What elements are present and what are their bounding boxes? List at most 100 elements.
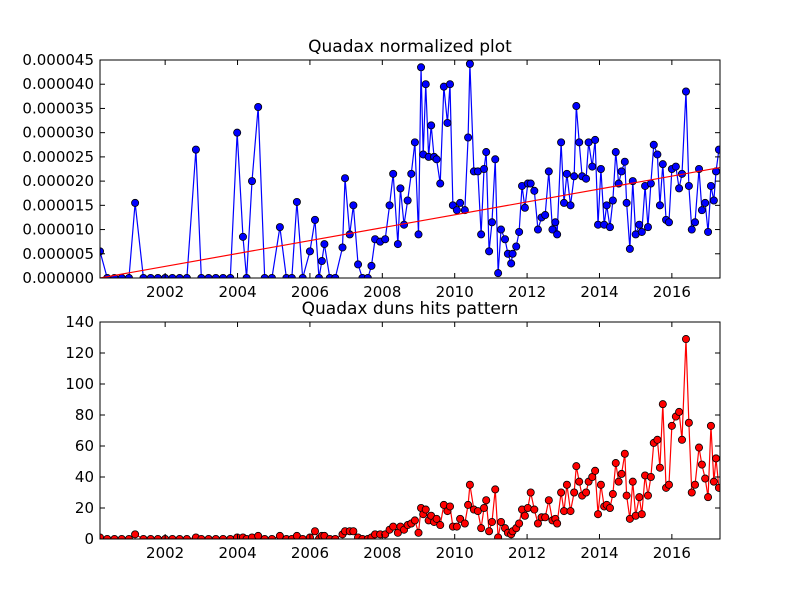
data-point: [520, 511, 529, 520]
data-point: [541, 513, 550, 522]
data-point: [625, 244, 634, 253]
data-point: [533, 519, 542, 528]
data-point: [238, 232, 247, 241]
data-point: [622, 491, 631, 500]
data-point: [248, 177, 257, 186]
data-point: [596, 480, 605, 489]
data-point: [562, 480, 571, 489]
y-tick-label: 0.000030: [22, 124, 94, 142]
data-point: [649, 140, 658, 149]
data-point: [477, 230, 486, 239]
data-point: [704, 493, 713, 502]
data-point: [460, 206, 469, 215]
data-point: [704, 227, 713, 236]
x-tick-label: 2010: [436, 544, 474, 562]
data-point: [664, 480, 673, 489]
data-point: [637, 227, 646, 236]
data-point: [608, 490, 617, 499]
data-point: [530, 505, 539, 514]
data-point: [646, 472, 655, 481]
data-point: [655, 201, 664, 210]
data-point: [254, 102, 263, 111]
data-point: [338, 243, 347, 252]
data-point: [267, 535, 276, 539]
data-point: [427, 121, 436, 130]
data-point: [233, 128, 242, 137]
data-point: [655, 463, 664, 472]
y-tick-label: 0.000000: [22, 269, 94, 287]
data-point: [617, 167, 626, 176]
data-point: [445, 502, 454, 511]
y-tick-label: 0.000020: [22, 172, 94, 190]
data-point: [635, 493, 644, 502]
data-point: [541, 211, 550, 220]
data-point: [131, 530, 140, 539]
data-point: [480, 503, 489, 512]
y-tick-label: 80: [75, 406, 94, 424]
data-point: [570, 172, 579, 181]
data-point: [491, 155, 500, 164]
data-point: [182, 535, 191, 539]
data-point: [497, 225, 506, 234]
data-point: [452, 522, 461, 531]
data-point: [482, 496, 491, 505]
data-point: [320, 240, 329, 249]
x-tick-label: 2004: [218, 283, 256, 301]
data-point: [117, 535, 126, 539]
plot-area: [100, 335, 720, 539]
data-point: [653, 150, 662, 159]
data-point: [544, 167, 553, 176]
y-tick-label: 0.000045: [22, 51, 94, 69]
data-point: [487, 517, 496, 526]
data-point: [526, 488, 535, 497]
data-point: [393, 240, 402, 249]
data-point: [714, 483, 720, 492]
data-point: [594, 510, 603, 519]
y-tick-label: 140: [65, 313, 94, 331]
data-point: [494, 533, 503, 539]
data-point: [667, 421, 676, 430]
data-point: [385, 201, 394, 210]
data-point: [464, 133, 473, 142]
x-tick-label: 2008: [363, 283, 401, 301]
data-point: [515, 227, 524, 236]
plot-area: [100, 60, 720, 278]
data-point: [124, 535, 133, 539]
data-point: [485, 527, 494, 536]
data-point: [491, 485, 500, 494]
data-point: [515, 519, 524, 528]
data-point: [407, 169, 416, 178]
data-point: [675, 184, 684, 193]
x-tick-label: 2004: [218, 544, 256, 562]
data-point: [608, 196, 617, 205]
y-tick-label: 60: [75, 437, 94, 455]
data-point: [620, 449, 629, 458]
data-point: [677, 435, 686, 444]
y-tick-label: 0.000010: [22, 221, 94, 239]
data-point: [551, 218, 560, 227]
data-point: [421, 505, 430, 514]
data-point: [635, 220, 644, 229]
data-point: [414, 230, 423, 239]
data-point: [146, 535, 155, 539]
data-point: [460, 519, 469, 528]
data-point: [684, 181, 693, 190]
data-point: [464, 500, 473, 509]
data-point: [520, 203, 529, 212]
data-point: [507, 259, 516, 268]
data-point: [508, 249, 517, 258]
data-point: [367, 261, 376, 270]
data-point: [572, 102, 581, 111]
data-point: [497, 517, 506, 526]
data-point: [671, 162, 680, 171]
data-point: [687, 488, 696, 497]
x-tick-label: 2006: [291, 544, 329, 562]
x-tick-label: 2012: [508, 283, 546, 301]
data-point: [305, 247, 314, 256]
data-point: [501, 235, 510, 244]
data-point: [530, 186, 539, 195]
data-point: [575, 477, 584, 486]
data-point: [695, 443, 704, 452]
